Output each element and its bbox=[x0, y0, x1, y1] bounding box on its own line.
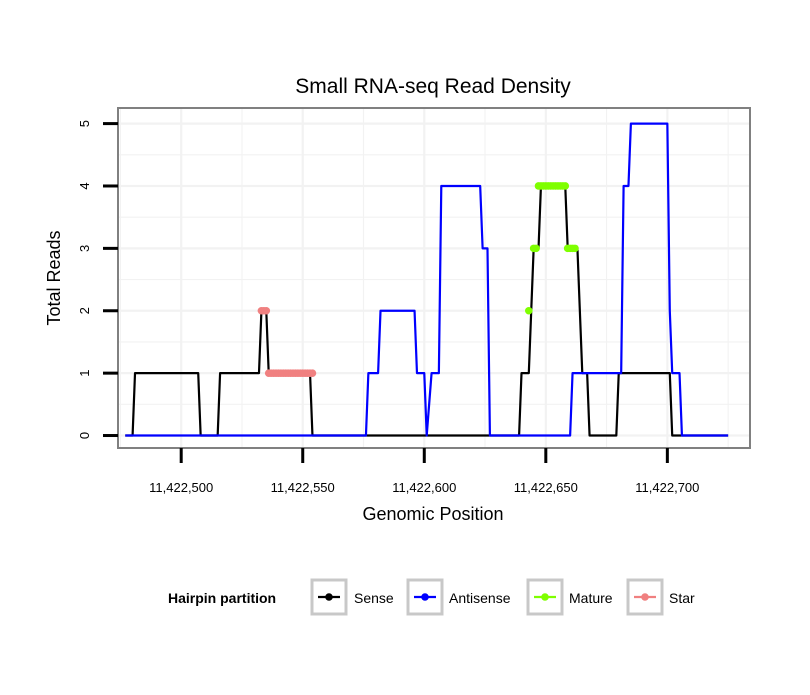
data-point-mature bbox=[525, 306, 533, 315]
x-tick-label: 11,422,550 bbox=[271, 480, 335, 495]
series-points-star bbox=[257, 306, 317, 377]
legend-key-marker bbox=[325, 593, 333, 601]
plot-panel-background bbox=[118, 108, 750, 448]
x-axis-label: Genomic Position bbox=[362, 504, 503, 524]
data-point-star bbox=[308, 369, 317, 377]
x-tick-label: 11,422,700 bbox=[635, 480, 699, 495]
legend-label-antisense: Antisense bbox=[449, 590, 511, 606]
y-tick-label: 3 bbox=[77, 245, 92, 252]
x-tick-label: 11,422,600 bbox=[392, 480, 456, 495]
data-point-mature bbox=[532, 244, 540, 253]
series-layer bbox=[125, 122, 729, 437]
data-point-mature bbox=[571, 244, 579, 253]
legend-label-star: Star bbox=[669, 590, 695, 606]
y-tick-label: 0 bbox=[77, 432, 92, 439]
legend-key-marker bbox=[421, 593, 429, 601]
series-points-mature bbox=[525, 182, 579, 315]
series-line-antisense bbox=[125, 122, 729, 437]
x-tick-label: 11,422,500 bbox=[149, 480, 213, 495]
legend-title: Hairpin partition bbox=[168, 590, 276, 606]
series-line-sense bbox=[125, 184, 729, 437]
y-tick-label: 4 bbox=[77, 182, 92, 189]
legend-label-sense: Sense bbox=[354, 590, 394, 606]
y-tick-label: 2 bbox=[77, 307, 92, 314]
legend-key-marker bbox=[541, 593, 549, 601]
y-axis-label: Total Reads bbox=[44, 230, 64, 325]
x-axis: 11,422,500 11,422,550 11,422,600 11,422,650… bbox=[149, 448, 699, 495]
chart-title: Small RNA-seq Read Density bbox=[295, 75, 571, 98]
y-axis: 0 1 2 3 4 5 bbox=[77, 120, 118, 439]
y-tick-label: 1 bbox=[77, 370, 92, 377]
y-tick-label: 5 bbox=[77, 120, 92, 127]
x-tick-label: 11,422,650 bbox=[514, 480, 578, 495]
legend-key-box bbox=[626, 578, 664, 616]
data-point-star bbox=[262, 306, 271, 315]
legend-label-mature: Mature bbox=[569, 590, 613, 606]
plot-panel-border bbox=[117, 107, 751, 449]
data-point-mature bbox=[561, 182, 570, 190]
legend-key-marker bbox=[641, 593, 649, 601]
legend: Hairpin partition Sense Antisense Mature St… bbox=[168, 578, 695, 616]
